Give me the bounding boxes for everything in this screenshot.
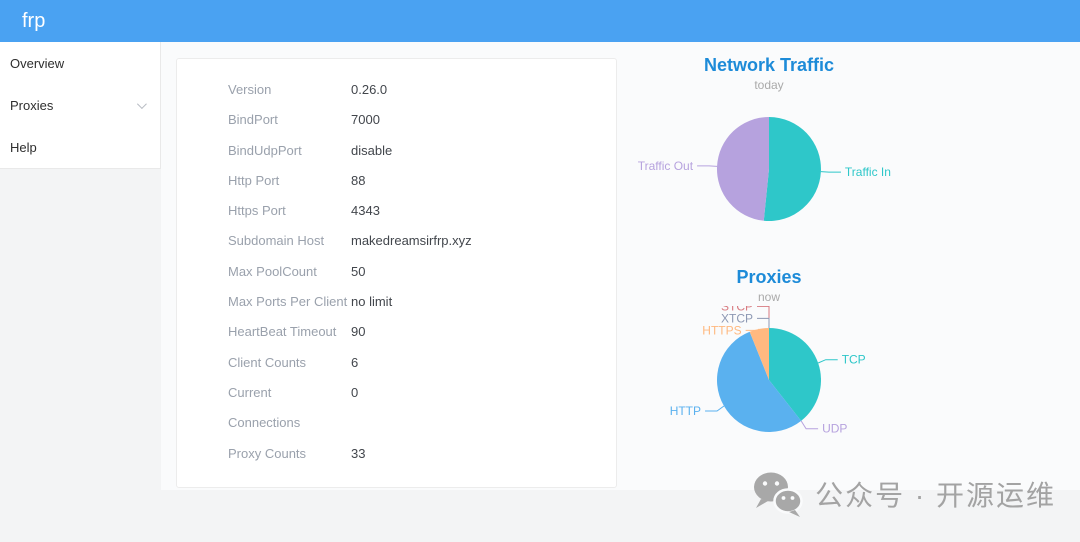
sidebar-item-help[interactable]: Help [0, 126, 160, 168]
chart-title: Proxies [736, 267, 802, 287]
network-traffic-pie: Traffic Out Traffic In [638, 116, 891, 221]
table-row: BindPort 7000 [228, 105, 616, 135]
chart-subtitle: today [754, 78, 784, 92]
sidebar-item-label: Overview [10, 55, 65, 71]
row-label: BindUdpPort [228, 142, 302, 158]
pie-label-line-traffic-in [820, 171, 841, 173]
row-value: no limit [351, 294, 393, 310]
app-title: frp [22, 10, 46, 32]
row-value: 33 [351, 445, 366, 461]
table-row: Subdomain Host makedreamsirfrp.xyz [228, 226, 616, 256]
pie-label-stcp: STCP [721, 306, 753, 313]
sidebar-item-label: Help [10, 139, 37, 155]
chart-subtitle: now [757, 290, 780, 304]
row-label: Max Ports Per Client [228, 294, 348, 310]
row-value: 4343 [351, 203, 380, 219]
sidebar-item-proxies[interactable]: Proxies [0, 84, 160, 126]
pie-label-line-https [745, 328, 760, 331]
network-traffic-chart: Network Traffic today Traffic Out Traffic… [619, 54, 919, 244]
table-row: Current Connections 0 [228, 378, 616, 439]
row-label: Max PoolCount [228, 263, 317, 279]
pie-slice-https[interactable] [749, 328, 769, 380]
row-label: Current Connections [228, 384, 301, 431]
pie-label-line-traffic-out [697, 165, 718, 167]
server-info-card: Version 0.26.0 BindPort 7000 BindUdpPort disa… [176, 58, 617, 488]
row-label: Subdomain Host [228, 233, 325, 249]
pie-label-line-udp [800, 420, 819, 430]
pie-label-line-tcp [817, 359, 838, 364]
pie-slice-http[interactable] [716, 331, 802, 432]
row-value: 0.26.0 [351, 82, 388, 97]
table-row: Version 0.26.0 [228, 75, 616, 105]
pie-slice-tcp[interactable] [769, 328, 821, 421]
row-label: Https Port [228, 203, 286, 219]
row-value: 7000 [351, 112, 380, 128]
pie-label-https: HTTPS [702, 323, 741, 337]
row-value: disable [351, 142, 393, 158]
row-label: Http Port [228, 172, 280, 188]
row-label: Client Counts [228, 354, 307, 370]
row-value: 6 [351, 354, 359, 370]
pie-label-line-http [705, 405, 725, 412]
sidebar-item-overview[interactable]: Overview [0, 42, 160, 84]
chart-title: Network Traffic [703, 55, 835, 75]
wechat-icon [754, 472, 803, 517]
pie-label-tcp: TCP [842, 353, 866, 367]
row-value: 0 [351, 384, 359, 400]
row-value: 90 [351, 324, 366, 340]
pie-slice-traffic-out[interactable] [716, 116, 769, 221]
pie-label-udp: UDP [822, 422, 847, 436]
row-value: makedreamsirfrp.xyz [351, 233, 472, 249]
chevron-down-icon [136, 98, 147, 109]
row-value: 50 [351, 263, 366, 279]
watermark-text: 公众号 · 开源运维 [815, 480, 1056, 511]
pie-label-xtcp: XTCP [721, 311, 753, 325]
row-label: HeartBeat Timeout [228, 324, 337, 340]
pie-label-traffic-in: Traffic In [845, 165, 891, 179]
pie-slice-traffic-in[interactable] [763, 117, 821, 221]
table-row: Http Port 88 [228, 166, 616, 196]
watermark: 公众号 · 开源运维 [751, 468, 1056, 520]
row-value: 88 [351, 172, 366, 188]
table-row: BindUdpPort disable [228, 136, 616, 166]
table-row: Proxy Counts 33 [228, 439, 616, 469]
row-label: BindPort [228, 112, 278, 128]
app-header: frp [0, 0, 1080, 42]
table-row: HeartBeat Timeout 90 [228, 317, 616, 347]
row-label: Proxy Counts [228, 445, 307, 461]
table-row: Client Counts 6 [228, 348, 616, 378]
pie-label-line-xtcp [757, 317, 770, 328]
pie-label-traffic-out: Traffic Out [638, 159, 694, 173]
sidebar-menu: Overview Proxies Help [0, 42, 161, 169]
pie-label-line-stcp [757, 306, 770, 328]
table-row: Max PoolCount 50 [228, 257, 616, 287]
table-row: Https Port 4343 [228, 196, 616, 226]
table-row: Max Ports Per Client no limit [228, 287, 616, 317]
proxies-chart: Proxies now STCP XTCP HTTPS HTTP TCP UDP [619, 266, 919, 466]
row-label: Version [228, 82, 272, 97]
sidebar-item-label: Proxies [10, 97, 54, 113]
server-info-table: Version 0.26.0 BindPort 7000 BindUdpPort disa… [228, 75, 616, 469]
pie-label-http: HTTP [670, 404, 701, 418]
